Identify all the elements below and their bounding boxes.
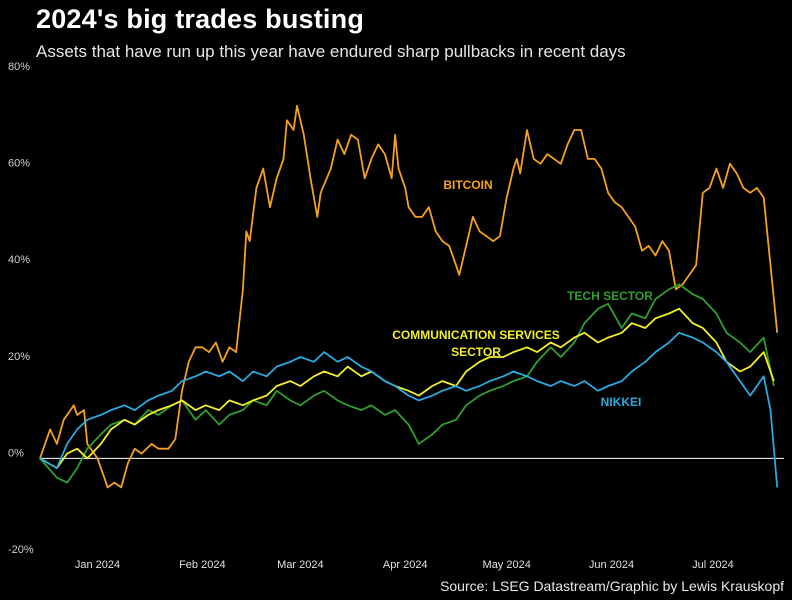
y-tick-label: 0% — [8, 447, 24, 459]
x-tick-label: Apr 2024 — [383, 559, 428, 571]
x-tick-label: Jun 2024 — [589, 559, 634, 571]
x-tick-label: May 2024 — [483, 559, 531, 571]
tech-sector-line — [39, 283, 775, 484]
series-lines — [39, 104, 779, 489]
chart-subtitle: Assets that have run up this year have e… — [36, 42, 626, 61]
y-tick-label: 60% — [8, 158, 30, 170]
nikkei-label: NIKKEI — [601, 395, 642, 409]
y-tick-label: 80% — [8, 61, 30, 73]
series-labels: BITCOIN TECH SECTOR COMMUNICATION SERVICES… — [392, 178, 653, 409]
y-tick-label: -20% — [8, 544, 34, 556]
communication-services-sector-line — [39, 307, 775, 469]
y-axis: 80% 60% 40% 20% 0% -20% — [8, 61, 34, 556]
communication-services-sector-label: SECTOR — [451, 345, 501, 359]
tech-sector-label: TECH SECTOR — [567, 289, 653, 303]
x-tick-label: Mar 2024 — [277, 559, 323, 571]
x-tick-label: Jul 2024 — [692, 559, 734, 571]
x-axis: Jan 2024 Feb 2024 Mar 2024 Apr 2024 May 2024… — [75, 559, 734, 571]
source-credit: Source: LSEG Datastream/Graphic by Lewis… — [440, 578, 784, 594]
x-tick-label: Feb 2024 — [179, 559, 225, 571]
y-tick-label: 40% — [8, 254, 30, 266]
nikkei-line — [39, 331, 779, 488]
bitcoin-label: BITCOIN — [443, 178, 492, 192]
x-tick-label: Jan 2024 — [75, 559, 120, 571]
bitcoin-line — [39, 104, 779, 489]
communication-services-sector-label: COMMUNICATION SERVICES — [392, 328, 560, 342]
chart-title: 2024's big trades busting — [36, 4, 365, 34]
y-tick-label: 20% — [8, 351, 30, 363]
